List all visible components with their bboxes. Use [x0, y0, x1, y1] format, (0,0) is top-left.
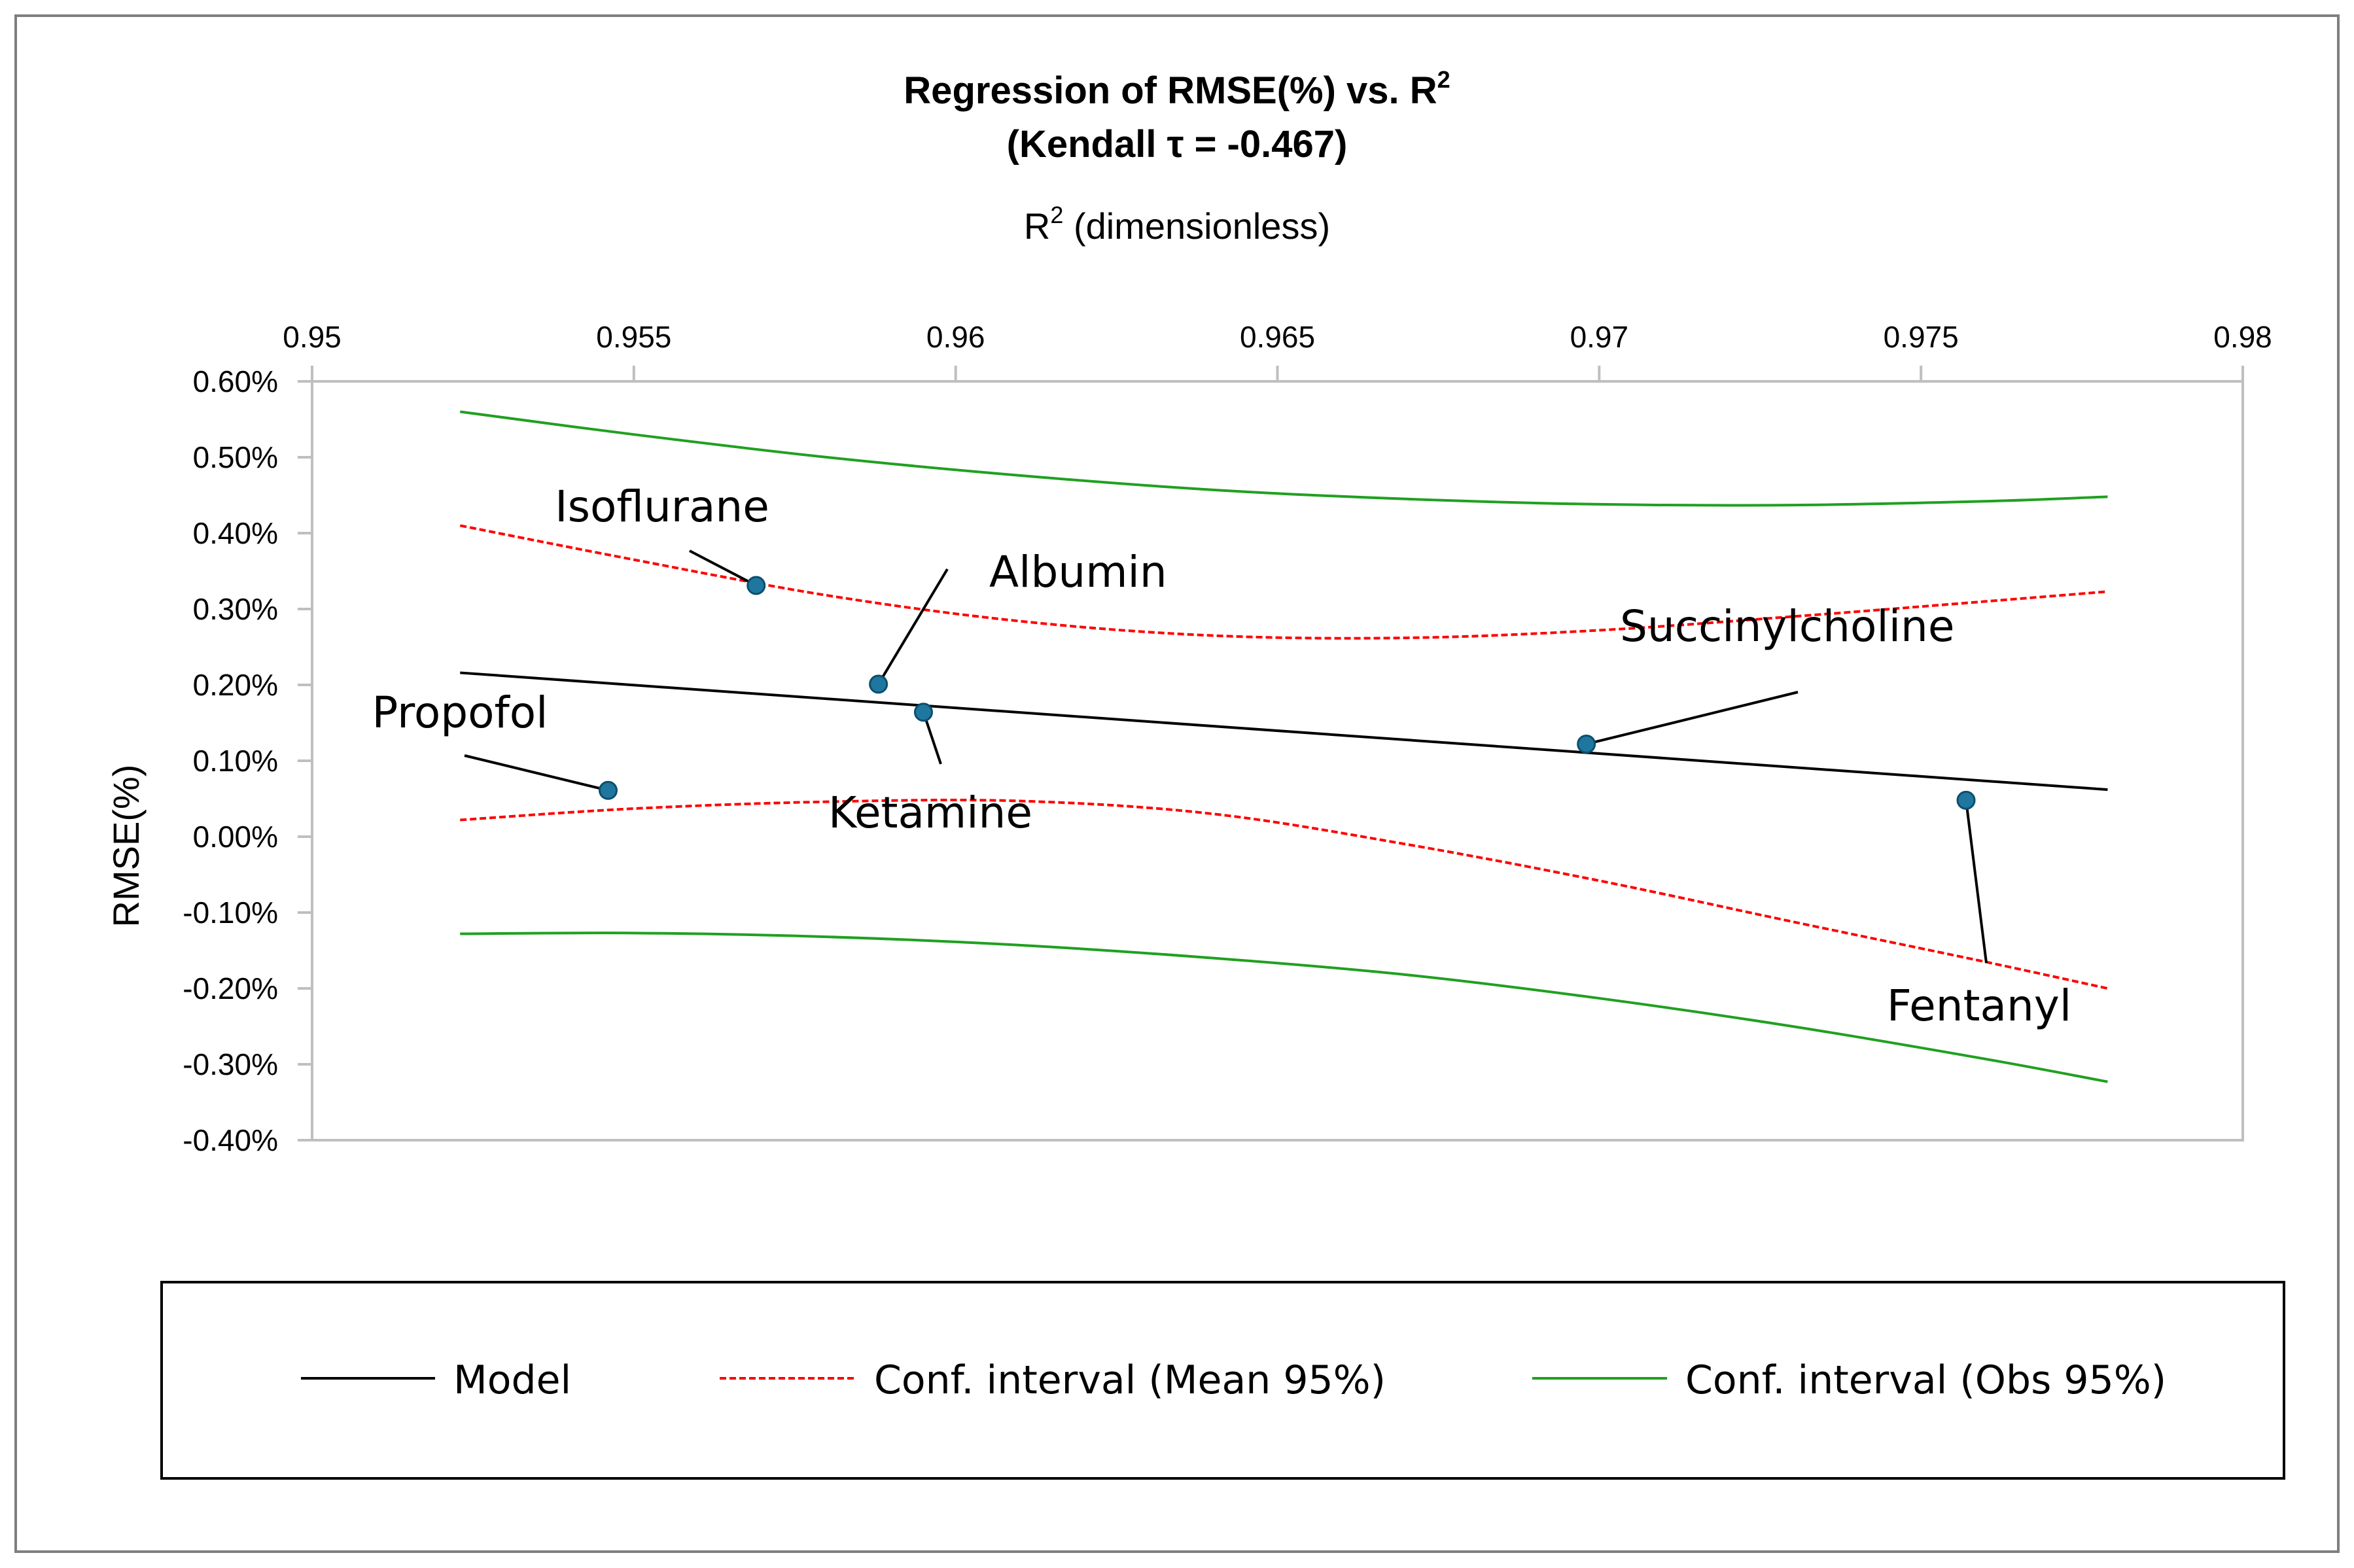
data-point: [747, 576, 766, 595]
series-2-upper-line: [459, 410, 2108, 507]
point-leader-line: [1586, 691, 1799, 746]
series-layer: [459, 410, 2108, 1083]
x-axis-label-text: R: [1024, 205, 1050, 247]
chart-title-sup: 2: [1437, 66, 1450, 93]
y-tick-label: -0.40%: [183, 1123, 278, 1157]
y-tick-label: -0.20%: [183, 971, 278, 1005]
point-label: Propofol: [372, 688, 548, 738]
y-tick-label: 0.10%: [193, 744, 278, 778]
y-tick-label: 0.30%: [193, 592, 278, 626]
x-axis-label: R2 (dimensionless): [1024, 201, 1330, 247]
point-leader-line: [1965, 800, 1988, 964]
series-1-upper-line: [459, 524, 2108, 640]
x-tick-label: 0.955: [596, 320, 671, 354]
x-tick-label: 0.975: [1884, 320, 1959, 354]
chart-title: Regression of RMSE(%) vs. R2: [904, 66, 1450, 112]
point-label: Albumin: [989, 547, 1167, 597]
x-tick-label: 0.96: [926, 320, 985, 354]
labels-layer: Propofol Isoflurane Albumin Ketamine Succiny…: [372, 481, 2072, 1031]
x-tick-label: 0.98: [2213, 320, 2272, 354]
x-axis-label-suffix: (dimensionless): [1063, 205, 1330, 247]
axes-layer: 0.95 0.955 0.96 0.965 0.97 0.975 0.98 0.60% 0.50…: [183, 320, 2272, 1157]
data-point: [869, 674, 888, 694]
chart-title-text: Regression of RMSE(%) vs. R: [904, 69, 1437, 112]
point-label: Ketamine: [828, 788, 1032, 838]
data-point: [598, 780, 618, 800]
data-point: [913, 703, 933, 722]
x-axis-label-sup: 2: [1050, 201, 1063, 228]
y-tick-label: 0.50%: [193, 440, 278, 474]
legend-label: Model: [453, 1357, 571, 1403]
legend-label: Conf. interval (Obs 95%): [1685, 1357, 2166, 1403]
y-tick-label: -0.10%: [183, 896, 278, 930]
y-tick-label: 0.00%: [193, 820, 278, 854]
y-tick-label: 0.20%: [193, 668, 278, 702]
point-leader-line: [877, 568, 949, 685]
x-tick-label: 0.97: [1570, 320, 1629, 354]
legend: Model Conf. interval (Mean 95%) Conf. inte…: [301, 1357, 2166, 1403]
y-tick-label: 0.60%: [193, 364, 278, 398]
point-leader-line: [464, 754, 608, 792]
y-axis-label: RMSE(%): [105, 765, 147, 928]
x-tick-label: 0.965: [1240, 320, 1315, 354]
series-0-line: [460, 671, 2108, 792]
point-label: Isoflurane: [555, 481, 769, 532]
data-point: [1956, 790, 1976, 810]
leader-layer: [464, 549, 1988, 964]
point-leader-line: [689, 549, 757, 587]
series-2-lower-line: [460, 932, 2108, 1083]
point-label: Fentanyl: [1887, 981, 2071, 1031]
point-label: Succinylcholine: [1620, 601, 1954, 652]
y-tick-label: 0.40%: [193, 516, 278, 550]
chart-subtitle: (Kendall τ = -0.467): [1007, 123, 1348, 166]
y-tick-label: -0.30%: [183, 1047, 278, 1081]
data-point: [1577, 734, 1596, 754]
legend-box: [160, 1281, 2285, 1480]
points-layer: [598, 576, 1976, 810]
series-1-lower-line: [460, 798, 2108, 990]
x-tick-label: 0.95: [283, 320, 342, 354]
legend-label: Conf. interval (Mean 95%): [874, 1357, 1386, 1403]
